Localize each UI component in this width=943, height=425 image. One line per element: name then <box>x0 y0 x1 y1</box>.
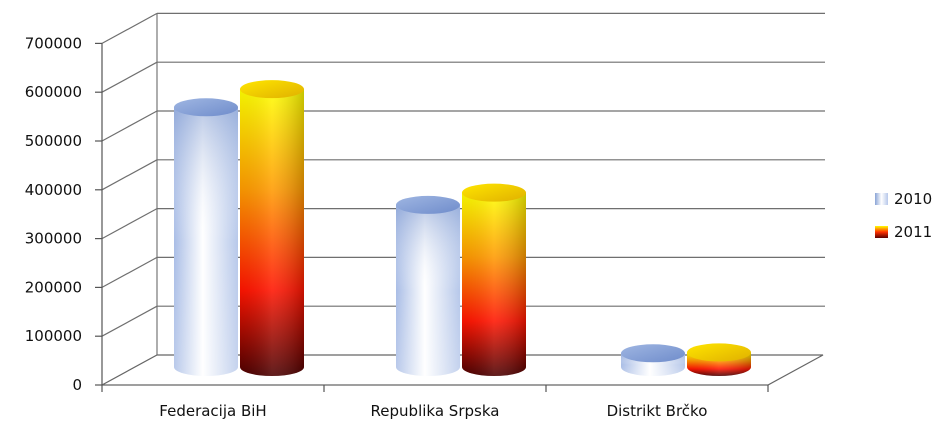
x-tick-label: Federacija BiH <box>159 402 266 420</box>
gridline-side <box>101 256 158 288</box>
bar-top <box>687 343 751 362</box>
bar-2011-1 <box>462 183 526 376</box>
y-tick-label: 300000 <box>25 230 82 248</box>
bar-top <box>621 344 685 363</box>
bar-shade <box>240 89 304 377</box>
gridline-side <box>101 305 158 337</box>
y-tick-label: 100000 <box>25 327 82 345</box>
bar-shade <box>396 204 460 376</box>
bar-2010-1 <box>396 195 460 376</box>
y-tick-label: 400000 <box>25 181 82 199</box>
y-tick-label: 0 <box>72 376 82 394</box>
axes <box>95 42 824 392</box>
labels: 0 100000 200000 300000 400000 500000 600000 700… <box>25 34 708 420</box>
bar-top <box>174 98 238 117</box>
y-tick-label: 500000 <box>25 132 82 150</box>
gridline-side <box>101 110 158 142</box>
bar-shade <box>462 192 526 376</box>
bar-2010-2 <box>621 344 685 376</box>
bar-top <box>396 195 460 214</box>
gridline-side <box>101 159 158 191</box>
y-tick-label: 600000 <box>25 83 82 101</box>
gridline-side <box>101 12 158 44</box>
gridline-side <box>101 61 158 93</box>
legend-swatch-2011 <box>875 226 888 238</box>
y-tick-label: 200000 <box>25 278 82 296</box>
bars <box>174 80 751 377</box>
legend: 2010 2011 <box>875 190 932 241</box>
legend-label-2010: 2010 <box>894 190 932 208</box>
bar-top <box>240 80 304 99</box>
legend-label-2011: 2011 <box>894 223 932 241</box>
y-tick-label: 700000 <box>25 34 82 52</box>
legend-swatch-2010 <box>875 193 888 205</box>
x-tick-label: Distrikt Brčko <box>607 402 708 420</box>
bar-shade <box>174 107 238 376</box>
bar-top <box>462 183 526 202</box>
bar-2010-0 <box>174 98 238 376</box>
gridline-side <box>101 208 158 240</box>
bar-2011-2 <box>687 343 751 376</box>
x-tick-label: Republika Srpska <box>371 402 500 420</box>
bar-2011-0 <box>240 80 304 377</box>
